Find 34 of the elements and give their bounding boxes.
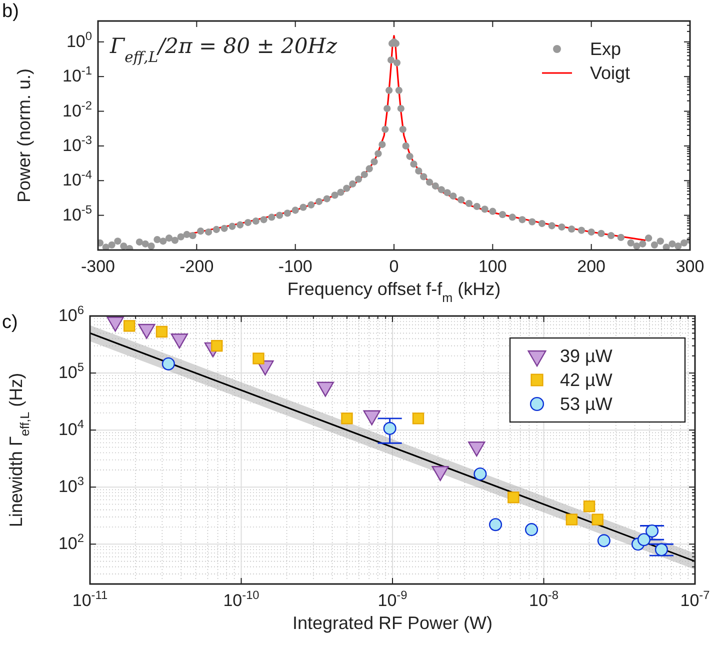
y-tick-label: 10$^{-3}$ — [62, 132, 92, 155]
x-axis-title: Integrated RF Power (W) — [292, 613, 493, 633]
legend-label: Exp — [590, 39, 622, 59]
x-tick-label: 0 — [389, 257, 399, 276]
x-tick-label: 300 — [676, 257, 704, 276]
x-tick-label: 10$^{-7}$ — [680, 588, 710, 610]
y-tick-label: 10$^{-2}$ — [62, 98, 92, 120]
y-tick-label: 10$^{5}$ — [58, 360, 84, 382]
y-tick-label: 10$^{-5}$ — [62, 202, 92, 224]
y-tick-label: 10$^{-4}$ — [62, 168, 92, 190]
y-axis-title: Power (norm. u.) — [14, 68, 34, 203]
legend-label: 39 µW — [560, 346, 612, 366]
legend-label: 42 µW — [560, 370, 612, 390]
y-tick-label: 10$^{0}$ — [66, 28, 92, 51]
x-axis-title: Frequency offset f-f$_{m}$ (kHz) — [287, 279, 501, 305]
x-tick-label: 10$^{-9}$ — [378, 588, 408, 610]
x-tick-label: -100 — [278, 257, 312, 276]
x-tick-label: 10$^{-8}$ — [529, 588, 559, 610]
x-tick-label: 200 — [577, 257, 606, 276]
y-tick-label: 10$^{6}$ — [58, 303, 84, 325]
annotation: Γ$_{eff,L}$/2π = 80 ± 20Hz — [109, 34, 338, 66]
chart-title: b) — [2, 1, 19, 22]
y-tick-label: 10$^{3}$ — [58, 474, 84, 496]
y-tick-label: 10$^{2}$ — [58, 531, 84, 554]
y-tick-label: 10$^{4}$ — [58, 417, 84, 440]
x-tick-label: -200 — [180, 257, 214, 276]
x-tick-label: -300 — [80, 257, 116, 276]
legend-label: 53 µW — [560, 394, 612, 414]
x-tick-label: 100 — [478, 257, 507, 276]
y-tick-label: 10$^{-1}$ — [62, 64, 92, 86]
legend-label: Voigt — [590, 63, 630, 83]
chart-title: c) — [2, 312, 18, 333]
x-tick-label: 10$^{-11}$ — [72, 588, 108, 610]
x-tick-label: 10$^{-10}$ — [223, 588, 260, 610]
